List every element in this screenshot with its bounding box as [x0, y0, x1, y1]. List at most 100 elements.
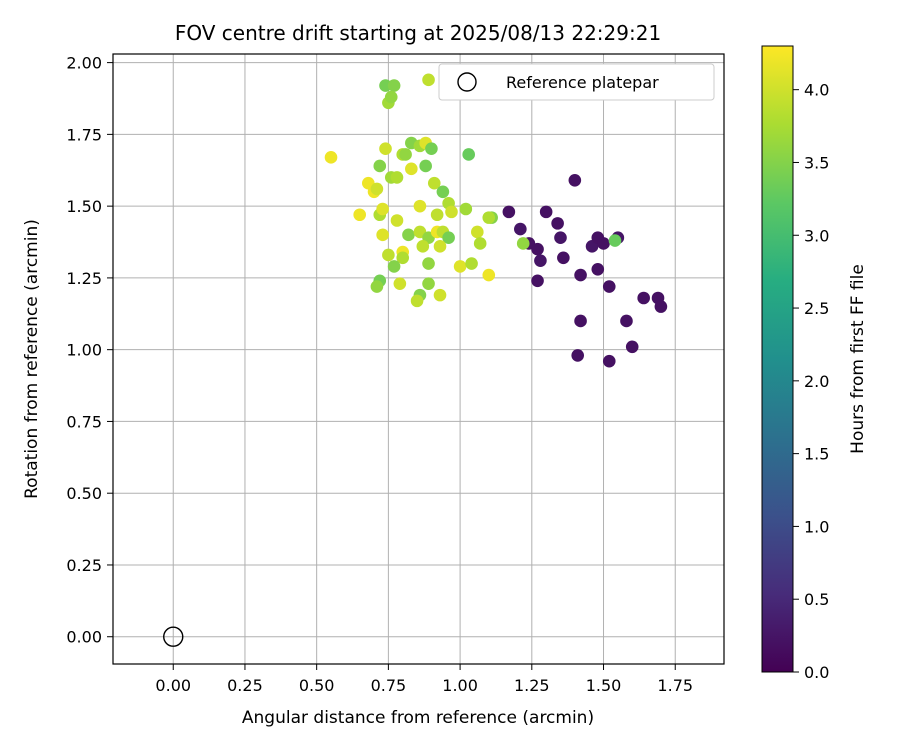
- data-point: [422, 73, 435, 87]
- colorbar-tick-label: 0.5: [804, 590, 829, 609]
- data-point: [620, 314, 633, 328]
- data-point: [399, 148, 412, 161]
- y-tick-label: 2.00: [66, 54, 102, 73]
- data-point: [602, 354, 616, 368]
- data-point: [502, 205, 516, 219]
- data-point: [557, 251, 570, 265]
- data-point: [422, 257, 435, 270]
- plot-frame: [112, 53, 725, 665]
- data-point: [591, 262, 605, 276]
- reference-marker: [163, 626, 184, 647]
- data-point: [384, 90, 398, 104]
- data-point: [554, 231, 567, 245]
- data-point: [376, 228, 389, 242]
- data-point: [625, 340, 639, 354]
- data-point: [390, 171, 404, 184]
- data-point: [419, 159, 432, 173]
- data-point: [602, 280, 616, 293]
- x-axis-ticks: 0.00 0.25 0.50 0.75 1.00 1.25 1.50 1.75: [155, 664, 693, 695]
- data-point: [427, 176, 441, 190]
- data-point: [379, 142, 392, 156]
- x-tick-label: 0.50: [299, 676, 335, 695]
- data-point: [433, 288, 447, 302]
- colorbar-tick-label: 3.0: [804, 226, 829, 245]
- colorbar: 0.0 0.5 1.0 1.5 2.0 2.5 3.0 3.5 4.0 Hours from f…: [761, 45, 868, 682]
- colorbar-tick-label: 0.0: [804, 663, 829, 682]
- data-point: [396, 251, 410, 265]
- data-point: [482, 211, 496, 224]
- data-point: [425, 142, 438, 156]
- grid-lines: [113, 54, 724, 664]
- colorbar-tick-label: 2.0: [804, 372, 829, 391]
- data-point: [453, 260, 467, 273]
- y-axis-label: Rotation from reference (arcmin): [22, 219, 42, 499]
- data-point: [534, 254, 547, 267]
- data-point: [482, 268, 496, 282]
- data-point: [393, 277, 407, 290]
- data-point: [574, 314, 587, 328]
- y-tick-label: 1.50: [66, 197, 102, 216]
- colorbar-tick-label: 4.0: [804, 81, 829, 100]
- data-point: [353, 208, 366, 222]
- data-point: [459, 202, 473, 216]
- y-tick-label: 0.50: [66, 484, 102, 503]
- data-point: [462, 148, 475, 161]
- data-point: [571, 349, 585, 362]
- data-point: [531, 242, 544, 256]
- data-point: [574, 268, 587, 282]
- x-tick-label: 0.00: [155, 676, 191, 695]
- data-point: [442, 231, 455, 245]
- data-point: [405, 162, 418, 176]
- colorbar-tick-label: 1.5: [804, 445, 829, 464]
- data-point: [551, 217, 564, 230]
- x-tick-label: 1.50: [586, 676, 622, 695]
- data-point: [471, 225, 484, 239]
- y-tick-label: 1.00: [66, 341, 102, 360]
- data-point: [531, 274, 544, 288]
- y-tick-label: 0.00: [66, 628, 102, 647]
- legend-reference-marker: [457, 72, 477, 92]
- data-point: [382, 248, 395, 262]
- data-point: [473, 237, 487, 250]
- data-point: [514, 222, 527, 236]
- y-tick-label: 0.25: [66, 556, 102, 575]
- data-point: [597, 237, 610, 250]
- data-point: [445, 205, 458, 219]
- data-point: [433, 240, 447, 253]
- data-point: [637, 291, 650, 305]
- data-point: [410, 294, 424, 308]
- x-tick-label: 0.75: [371, 676, 407, 695]
- data-point: [376, 202, 389, 216]
- y-tick-label: 1.25: [66, 269, 102, 288]
- data-point: [608, 234, 622, 247]
- data-point: [402, 228, 415, 242]
- y-axis-ticks: 0.00 0.25 0.50 0.75 1.00 1.25 1.50 1.75 2.00: [66, 54, 113, 647]
- y-tick-label: 1.75: [66, 125, 102, 144]
- legend-box: [438, 63, 715, 101]
- data-point: [654, 300, 668, 313]
- data-point: [370, 182, 384, 196]
- data-point: [413, 199, 427, 213]
- data-point: [436, 185, 450, 199]
- data-point: [422, 277, 435, 290]
- data-point: [387, 79, 401, 92]
- colorbar-ticks: 0.0 0.5 1.0 1.5 2.0 2.5 3.0 3.5 4.0: [793, 81, 829, 682]
- colorbar-gradient: [761, 45, 794, 673]
- data-point: [370, 280, 384, 293]
- data-point: [516, 237, 530, 250]
- data-point: [324, 151, 338, 164]
- data-point: [568, 174, 582, 187]
- data-point: [390, 214, 404, 227]
- x-tick-label: 1.25: [514, 676, 550, 695]
- data-point: [373, 159, 387, 173]
- y-tick-label: 0.75: [66, 412, 102, 431]
- x-axis-label: Angular distance from reference (arcmin): [242, 708, 594, 728]
- reference-platepar-point: [163, 626, 184, 647]
- x-tick-label: 1.00: [442, 676, 478, 695]
- data-point: [430, 208, 444, 222]
- chart-title: FOV centre drift starting at 2025/08/13 …: [175, 21, 661, 45]
- data-point: [416, 240, 430, 253]
- colorbar-tick-label: 3.5: [804, 153, 829, 172]
- legend: Reference platepar: [438, 63, 715, 101]
